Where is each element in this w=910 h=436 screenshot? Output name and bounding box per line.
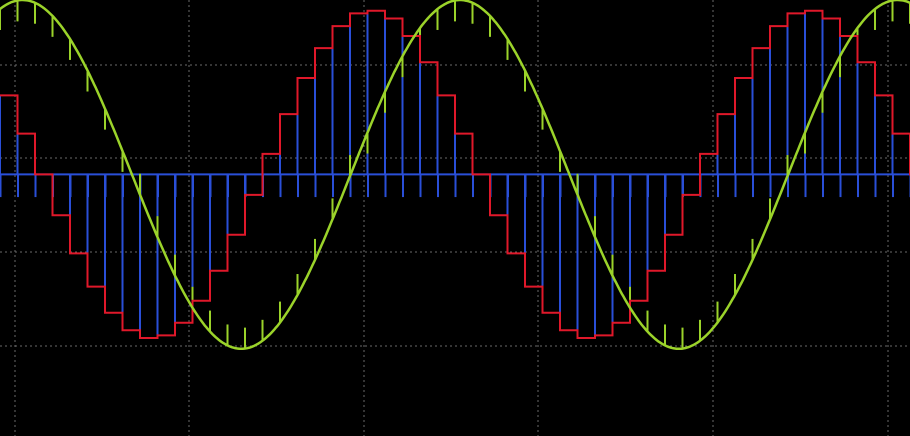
- reference-sine-line: [0, 0, 910, 351]
- series-reference: [0, 0, 910, 351]
- series-sampled: [0, 9, 910, 339]
- series-reference-samples: [0, 0, 910, 349]
- sampled-staircase: [0, 9, 910, 339]
